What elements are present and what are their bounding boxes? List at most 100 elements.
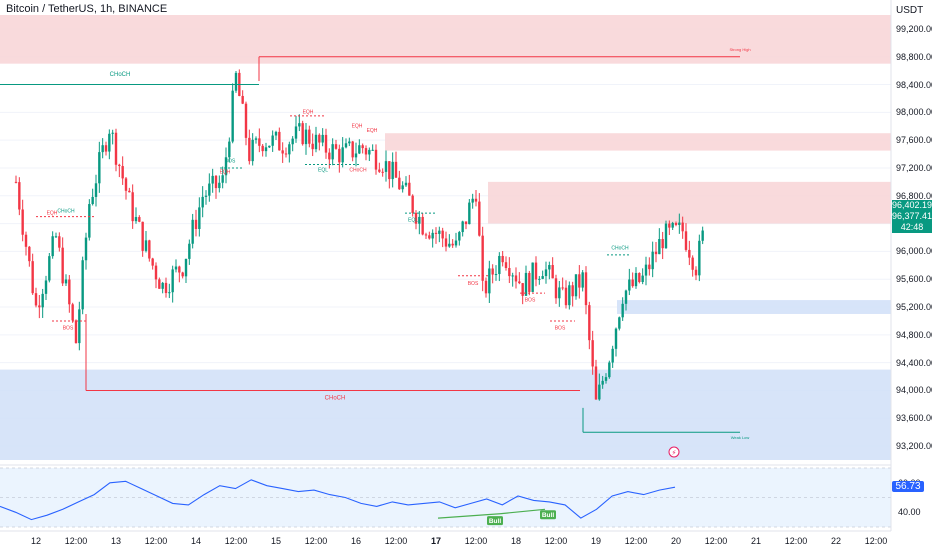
candle-body	[581, 272, 584, 288]
candle-body	[138, 217, 141, 222]
candle-body	[384, 161, 388, 172]
candle-body	[574, 274, 578, 297]
candle-body	[108, 133, 111, 152]
choch-label-lower: CHoCH	[325, 396, 346, 402]
eql-label-2: EQL	[408, 218, 418, 224]
candle-body	[51, 236, 54, 257]
candle-body	[534, 262, 538, 280]
eqh-label-4: EQH	[352, 124, 363, 130]
candle-body	[388, 161, 391, 180]
candle-body	[554, 278, 558, 299]
choch-label-upper: CHoCH	[110, 72, 131, 78]
candle-body	[544, 269, 548, 277]
eqh-label: EQH	[47, 211, 58, 217]
time-tick-label: 22	[830, 536, 842, 546]
time-tick-label: 12:00	[544, 536, 568, 546]
countdown-tag: 42:48	[892, 222, 932, 233]
candle-body	[521, 283, 524, 296]
candle-body	[611, 348, 614, 363]
candle-body	[168, 292, 171, 294]
eqh-label-2: EQH	[220, 170, 231, 176]
candle-body	[324, 134, 328, 153]
price-tick-label: 95,600.00	[896, 274, 932, 285]
candle-body	[248, 137, 251, 162]
time-tick-label: 12:00	[304, 536, 328, 546]
candle-body	[551, 265, 554, 279]
price-tick-label: 93,200.00	[896, 441, 932, 452]
candle-body	[488, 268, 491, 294]
candle-body	[468, 202, 471, 225]
candle-body	[71, 304, 74, 321]
current-price-tag: 96,377.41	[892, 211, 932, 222]
time-tick-label: 12:00	[864, 536, 888, 546]
candle-body	[634, 273, 638, 287]
candle-body	[48, 256, 51, 281]
candle-body	[511, 275, 514, 277]
symbol-title: Bitcoin / TetherUS, 1h, BINANCE	[6, 3, 168, 15]
candle-body	[438, 230, 441, 234]
time-tick-label: 13	[110, 536, 122, 546]
candle-body	[14, 181, 18, 183]
time-tick-label: 20	[670, 536, 682, 546]
candle-body	[578, 274, 581, 288]
candle-body	[198, 207, 201, 229]
price-tick-label: 96,800.00	[896, 190, 932, 201]
candle-body	[358, 145, 361, 154]
candle-body	[348, 141, 351, 144]
candle-body	[254, 138, 258, 140]
candle-body	[284, 153, 288, 155]
candle-body	[354, 153, 358, 158]
candle-body	[451, 243, 454, 246]
candle-body	[404, 182, 408, 186]
candle-body	[204, 195, 208, 197]
supply-zone	[385, 133, 891, 151]
candle-body	[148, 240, 151, 259]
bull-badge	[540, 510, 556, 520]
candle-body	[88, 204, 91, 238]
rsi-panel: Bull Bull	[0, 464, 891, 528]
eql-label: EQL	[318, 167, 328, 173]
candle-body	[624, 290, 628, 304]
candle-body	[84, 237, 88, 261]
candle-body	[164, 282, 168, 294]
candle-layer	[14, 69, 704, 401]
time-tick-label: 12:00	[464, 536, 488, 546]
candle-body	[428, 235, 431, 239]
candle-body	[124, 178, 128, 191]
candle-body	[374, 149, 378, 170]
candle-body	[644, 264, 648, 276]
candle-body	[614, 328, 618, 349]
candle-body	[618, 317, 621, 329]
candle-body	[281, 150, 284, 154]
candle-body	[441, 230, 444, 239]
candle-body	[251, 139, 254, 162]
candle-body	[528, 272, 531, 292]
candle-body	[118, 164, 121, 167]
alert-icon	[668, 446, 680, 458]
candle-body	[691, 257, 694, 270]
candle-body	[461, 221, 464, 233]
candle-body	[141, 221, 144, 251]
time-tick-label: 12:00	[224, 536, 248, 546]
candle-body	[81, 260, 84, 310]
candle-body	[411, 195, 414, 213]
time-tick-label: 12	[30, 536, 42, 546]
candle-body	[101, 145, 104, 153]
candle-body	[268, 145, 271, 148]
candle-body	[398, 177, 401, 190]
candle-body	[304, 129, 308, 145]
candle-body	[68, 279, 71, 305]
candle-body	[184, 258, 188, 277]
candle-body	[434, 232, 438, 234]
candle-body	[484, 280, 488, 294]
candle-body	[674, 222, 678, 225]
candle-body	[121, 166, 124, 179]
bull-label: Bull	[489, 518, 501, 525]
candle-body	[688, 249, 691, 258]
candle-body	[94, 183, 98, 197]
candle-body	[41, 293, 44, 308]
candle-body	[494, 274, 498, 276]
candle-body	[381, 171, 384, 173]
